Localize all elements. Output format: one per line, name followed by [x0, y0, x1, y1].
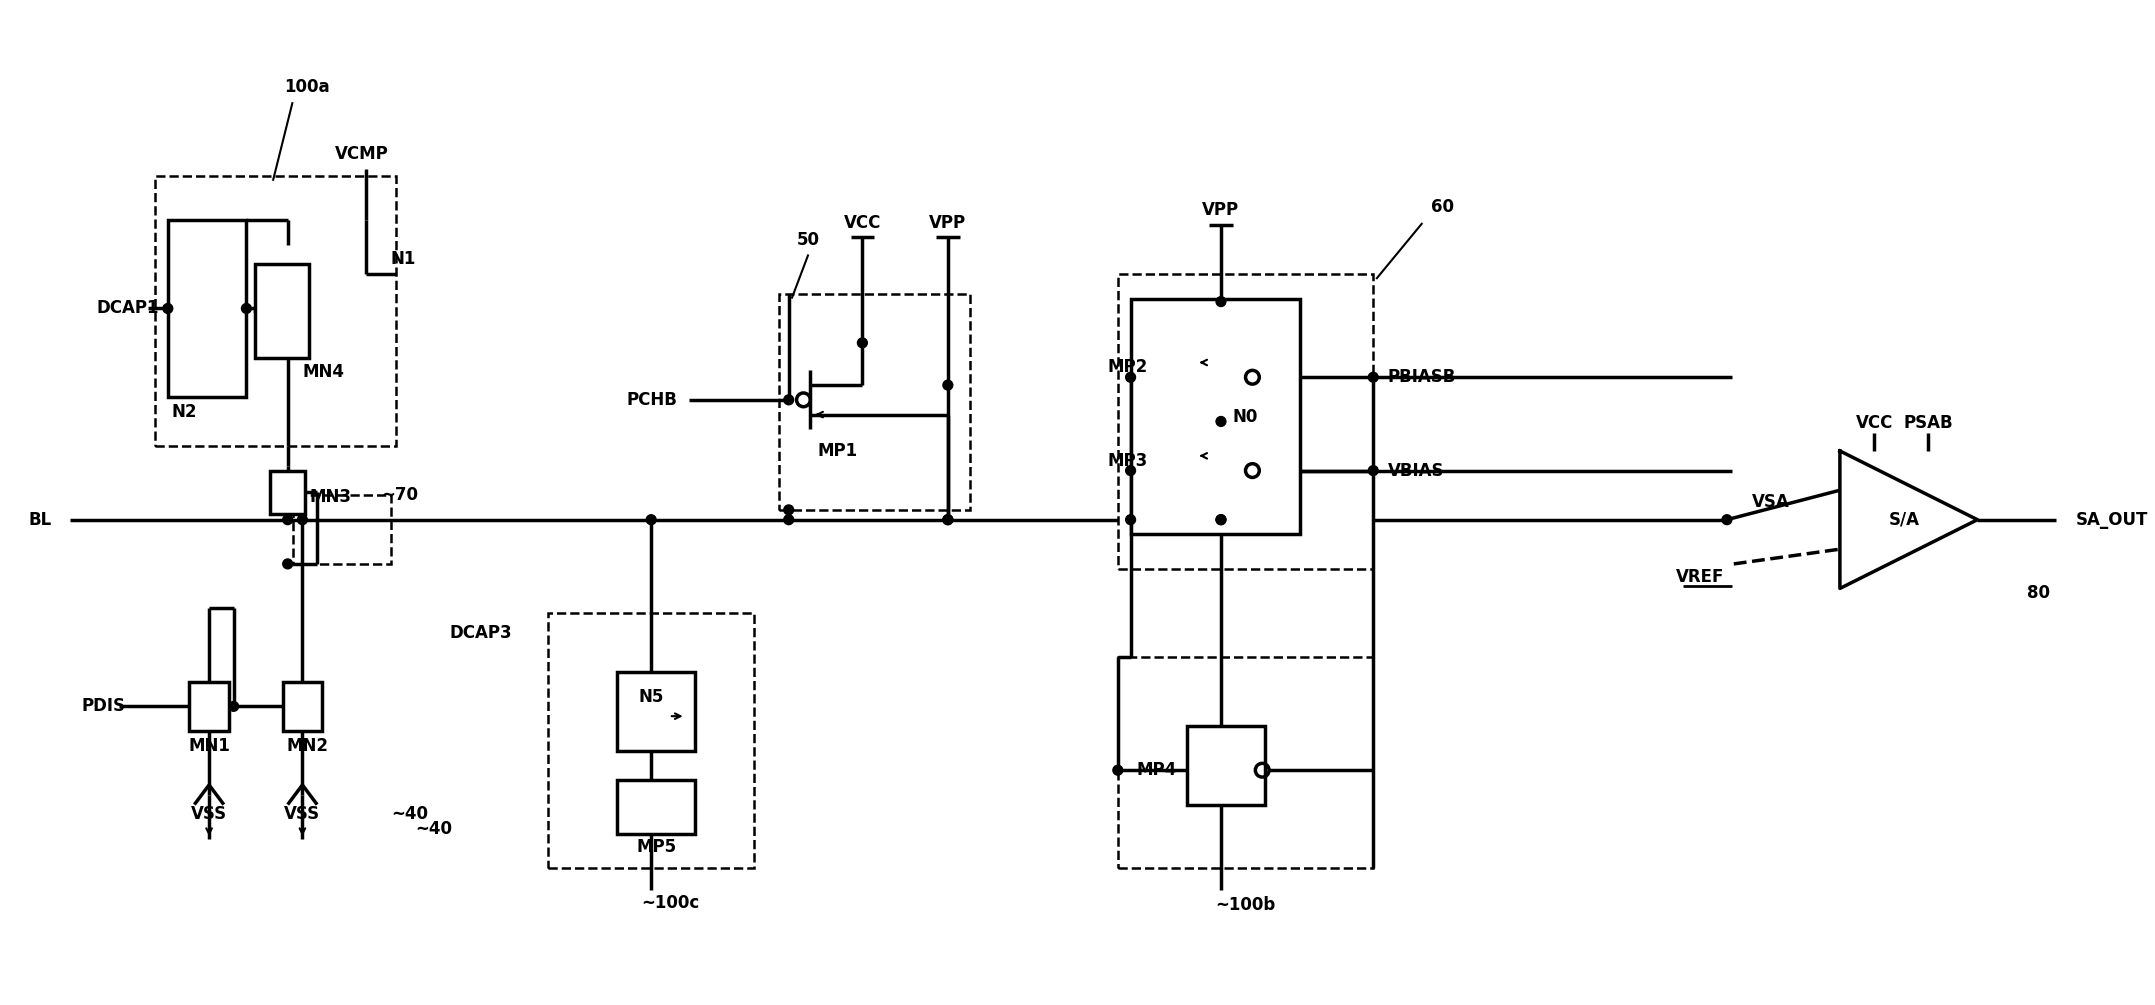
Text: MP4: MP4 — [1136, 761, 1177, 779]
Text: 100a: 100a — [284, 78, 330, 96]
Text: 50: 50 — [797, 231, 819, 248]
Bar — [254, 264, 310, 358]
Text: ~40: ~40 — [416, 820, 453, 838]
Circle shape — [1215, 296, 1226, 307]
Bar — [155, 176, 397, 446]
Bar — [269, 470, 306, 514]
Text: MN1: MN1 — [187, 737, 231, 755]
Circle shape — [228, 701, 239, 712]
Bar — [616, 780, 696, 834]
Circle shape — [944, 515, 953, 525]
Text: N0: N0 — [1233, 408, 1259, 425]
Bar — [1187, 726, 1265, 805]
Circle shape — [944, 515, 953, 525]
Bar — [778, 293, 970, 510]
Text: BL: BL — [28, 511, 52, 529]
Circle shape — [944, 380, 953, 390]
Circle shape — [1368, 465, 1379, 475]
Text: MP1: MP1 — [817, 442, 858, 460]
Text: DCAP1: DCAP1 — [97, 299, 159, 318]
Text: 80: 80 — [2028, 584, 2049, 602]
Text: MP2: MP2 — [1108, 359, 1146, 377]
Circle shape — [1215, 416, 1226, 426]
Circle shape — [784, 505, 793, 515]
Text: ~70: ~70 — [381, 486, 418, 505]
Text: VSS: VSS — [284, 805, 321, 823]
Text: N1: N1 — [390, 250, 416, 268]
Text: VREF: VREF — [1677, 568, 1724, 586]
Text: MP3: MP3 — [1108, 451, 1146, 469]
Text: ~40: ~40 — [390, 805, 429, 823]
Text: DCAP3: DCAP3 — [448, 624, 511, 641]
Text: MN4: MN4 — [302, 364, 345, 381]
Text: MN2: MN2 — [287, 737, 328, 755]
Text: VBIAS: VBIAS — [1388, 461, 1444, 479]
Text: MN3: MN3 — [310, 488, 351, 507]
Text: N2: N2 — [172, 403, 198, 421]
Circle shape — [1215, 515, 1226, 525]
Text: VCC: VCC — [845, 214, 881, 232]
Circle shape — [1215, 515, 1226, 525]
Bar — [547, 613, 754, 868]
Circle shape — [1125, 515, 1136, 525]
Text: PBIASB: PBIASB — [1388, 368, 1457, 386]
Circle shape — [784, 515, 793, 525]
Circle shape — [282, 559, 293, 569]
Bar — [293, 495, 390, 564]
Text: S/A: S/A — [1888, 511, 1920, 529]
Circle shape — [1125, 372, 1136, 382]
Bar — [168, 220, 246, 397]
Text: SA_OUT: SA_OUT — [2075, 511, 2149, 529]
Bar — [1118, 274, 1373, 569]
Bar — [1118, 657, 1373, 868]
Circle shape — [297, 515, 308, 525]
Bar — [282, 681, 321, 731]
Circle shape — [282, 515, 293, 525]
Circle shape — [164, 304, 172, 314]
Text: PCHB: PCHB — [627, 391, 677, 409]
Circle shape — [1112, 765, 1123, 775]
Bar — [190, 681, 228, 731]
Text: VCMP: VCMP — [334, 146, 388, 163]
Text: VCC: VCC — [1855, 414, 1892, 432]
Text: PDIS: PDIS — [82, 697, 125, 716]
Text: PSAB: PSAB — [1903, 414, 1952, 432]
Circle shape — [858, 338, 866, 348]
Bar — [616, 672, 696, 751]
Text: ~100b: ~100b — [1215, 895, 1276, 914]
Text: MP5: MP5 — [636, 838, 677, 856]
Circle shape — [1368, 372, 1379, 382]
Circle shape — [646, 515, 655, 525]
Circle shape — [1722, 515, 1733, 525]
Text: VPP: VPP — [1202, 201, 1239, 219]
Text: ~100c: ~100c — [642, 893, 700, 912]
Text: N5: N5 — [638, 687, 664, 706]
Text: VPP: VPP — [929, 214, 965, 232]
Circle shape — [1125, 465, 1136, 475]
Text: VSA: VSA — [1752, 493, 1791, 511]
Circle shape — [784, 395, 793, 405]
Text: 60: 60 — [1431, 198, 1452, 216]
Circle shape — [241, 304, 252, 314]
Polygon shape — [1840, 451, 1978, 589]
Text: VSS: VSS — [192, 805, 226, 823]
Bar — [1131, 298, 1299, 535]
